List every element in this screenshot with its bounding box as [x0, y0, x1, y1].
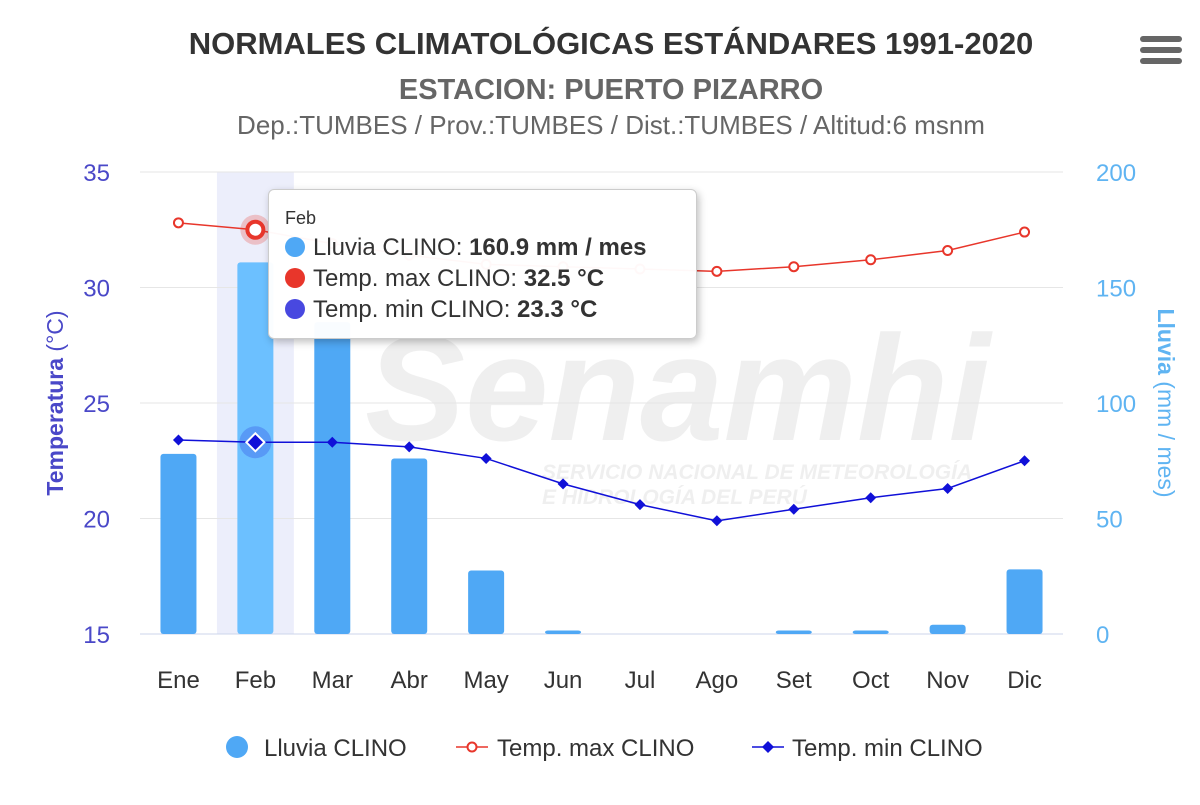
x-tick-label: Ene — [157, 667, 200, 694]
tooltip: Feb Lluvia CLINO: 160.9 mm / mes Temp. m… — [268, 189, 697, 339]
tmin-dot-icon — [285, 299, 305, 319]
y-right-tick-label: 50 — [1096, 507, 1123, 534]
legend-tmin-marker-icon — [762, 741, 774, 753]
tmin-point — [403, 441, 415, 453]
legend-tmax-marker-icon — [466, 741, 478, 753]
rain-bar — [391, 458, 428, 634]
tooltip-row-tmax: Temp. max CLINO: 32.5 °C — [285, 265, 604, 293]
legend-tmax-label: Temp. max CLINO — [497, 735, 694, 762]
tmax-point — [865, 254, 877, 266]
y-left-tick-label: 15 — [83, 622, 110, 649]
tmin-point — [1019, 455, 1031, 467]
rain-bar — [852, 630, 889, 634]
tooltip-category: Feb — [285, 208, 317, 228]
y-right-tick-label: 150 — [1096, 276, 1136, 303]
tmax-point — [711, 265, 723, 277]
x-tick-label: Oct — [852, 667, 890, 694]
y-left-tick-label: 30 — [83, 276, 110, 303]
x-tick-label: May — [463, 667, 508, 694]
tmax-point — [172, 217, 184, 229]
y-left-tick-label: 35 — [83, 160, 110, 187]
x-tick-label: Jul — [625, 667, 656, 694]
tmin-point — [480, 452, 492, 464]
hamburger-menu-icon[interactable] — [1140, 36, 1182, 68]
legend-rain-icon — [226, 736, 248, 758]
x-tick-label: Abr — [391, 667, 428, 694]
watermark-line2: E HIDROLOGÍA DEL PERÚ — [542, 485, 808, 509]
chart-title: NORMALES CLIMATOLÓGICAS ESTÁNDARES 1991-… — [188, 26, 1034, 61]
tmin-point — [634, 499, 646, 511]
legend-tmin-label: Temp. min CLINO — [792, 735, 983, 762]
tmin-point — [172, 434, 184, 446]
tmax-point — [942, 245, 954, 257]
y-left-tick-label: 20 — [83, 507, 110, 534]
y-right-tick-label: 100 — [1096, 391, 1136, 418]
tooltip-row-tmin: Temp. min CLINO: 23.3 °C — [285, 296, 597, 324]
rain-bar — [160, 453, 197, 634]
rain-bar — [929, 624, 966, 634]
x-tick-label: Nov — [926, 667, 969, 694]
legend-rain-label: Lluvia CLINO — [264, 735, 407, 762]
rain-dot-icon — [285, 237, 305, 257]
y-left-tick-label: 25 — [83, 391, 110, 418]
tmax-dot-icon — [285, 268, 305, 288]
tooltip-rain-label: Lluvia CLINO: — [313, 234, 470, 261]
y-left-axis-title: Temperatura (°C) — [42, 310, 68, 495]
tooltip-tmin-value: 23.3 °C — [517, 296, 598, 323]
tmin-point — [557, 478, 569, 490]
tooltip-tmin-label: Temp. min CLINO: — [313, 296, 518, 323]
tmin-point — [244, 431, 266, 453]
tmax-point — [1019, 226, 1031, 238]
tmin-line — [178, 439, 1025, 522]
x-tick-label: Dic — [1007, 667, 1042, 694]
rain-bar — [1006, 569, 1043, 634]
x-tick-label: Mar — [312, 667, 353, 694]
x-tick-label: Ago — [696, 667, 739, 694]
tmax-point — [245, 219, 266, 240]
rain-bar — [468, 570, 505, 634]
rain-bar — [314, 322, 351, 634]
rain-bar — [545, 630, 582, 634]
tmin-point — [865, 492, 877, 504]
station-location: Dep.:TUMBES / Prov.:TUMBES / Dist.:TUMBE… — [237, 110, 985, 140]
x-tick-label: Set — [776, 667, 812, 694]
y-right-axis-title: Lluvia (mm / mes) — [1153, 308, 1179, 497]
x-tick-label: Feb — [235, 667, 276, 694]
tooltip-row-rain: Lluvia CLINO: 160.9 mm / mes — [285, 234, 647, 262]
tmin-point — [788, 503, 800, 515]
tooltip-tmax-label: Temp. max CLINO: — [313, 265, 524, 292]
tooltip-tmax-value: 32.5 °C — [523, 265, 605, 292]
y-right-tick-label: 200 — [1096, 160, 1136, 187]
x-tick-label: Jun — [544, 667, 583, 694]
chart-subtitle: ESTACION: PUERTO PIZARRO — [398, 74, 824, 106]
tmin-point — [942, 482, 954, 494]
tooltip-rain-value: 160.9 mm / mes — [469, 234, 647, 261]
y-right-tick-label: 0 — [1096, 622, 1109, 649]
tmin-point — [326, 436, 338, 448]
tmax-point — [788, 261, 800, 273]
tmin-point — [711, 515, 723, 527]
rain-bar — [775, 630, 812, 634]
watermark-line1: SERVICIO NACIONAL DE METEOROLOGÍA — [542, 461, 972, 484]
